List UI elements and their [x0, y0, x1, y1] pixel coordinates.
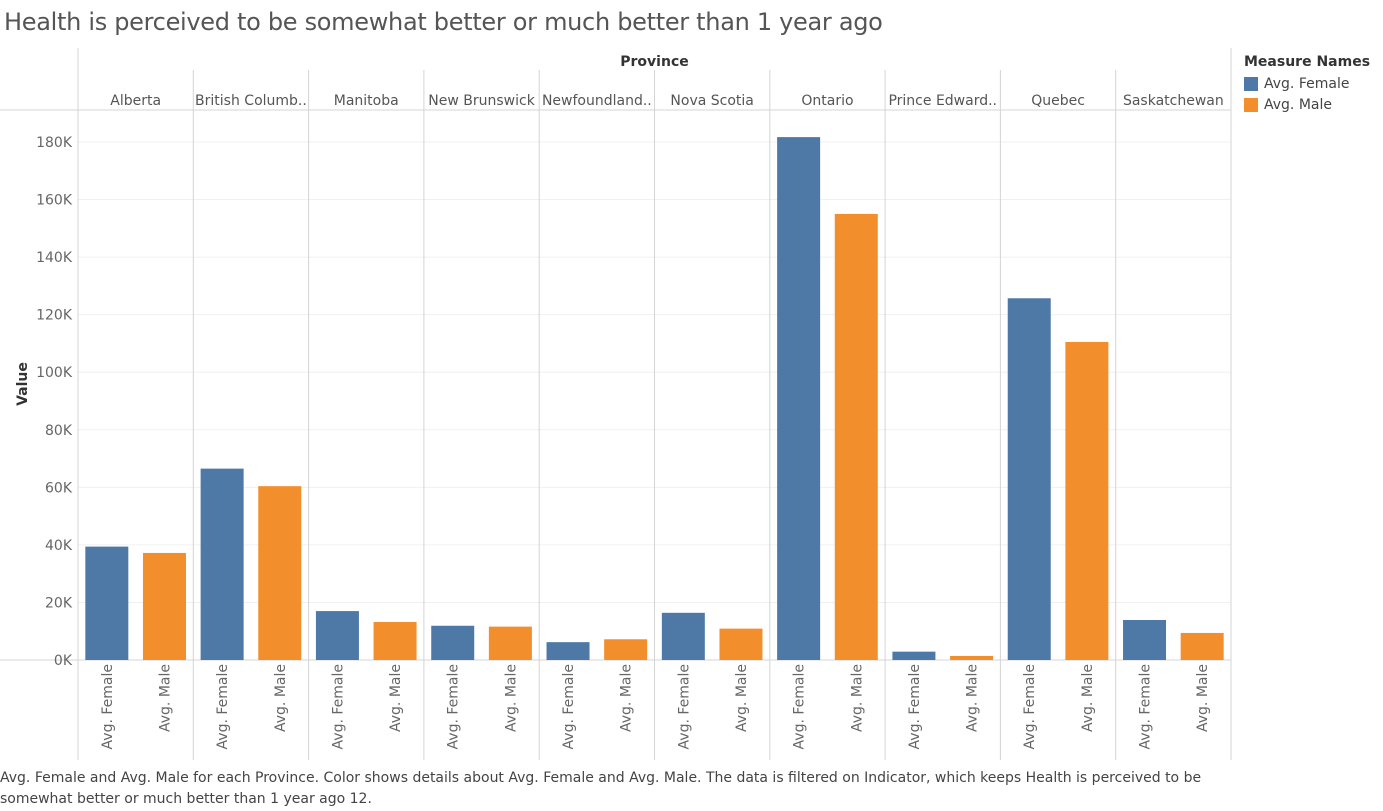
- bar-male[interactable]: [1180, 632, 1224, 660]
- bar-female[interactable]: [777, 137, 821, 660]
- page-title: Health is perceived to be somewhat bette…: [4, 8, 883, 36]
- bar-male[interactable]: [258, 486, 302, 660]
- x-measure-label: Avg. Female: [792, 664, 808, 749]
- column-header: Province: [620, 54, 688, 70]
- y-tick-label: 0K: [54, 653, 73, 669]
- province-label: Quebec: [1031, 93, 1085, 109]
- x-measure-label: Avg. Male: [965, 664, 981, 732]
- province-label: Ontario: [801, 93, 853, 109]
- legend-label-male: Avg. Male: [1264, 96, 1332, 113]
- bar-female[interactable]: [431, 625, 475, 660]
- bar-female[interactable]: [892, 651, 936, 660]
- x-measure-label: Avg. Male: [1080, 664, 1096, 732]
- x-measure-label: Avg. Female: [907, 664, 923, 749]
- y-axis-title: Value: [15, 362, 31, 406]
- x-measure-label: Avg. Male: [1195, 664, 1211, 732]
- x-measure-label: Avg. Female: [100, 664, 116, 749]
- x-measure-label: Avg. Male: [849, 664, 865, 732]
- x-measure-label: Avg. Female: [330, 664, 346, 749]
- x-measure-label: Avg. Male: [734, 664, 750, 732]
- y-tick-label: 180K: [36, 135, 73, 151]
- province-label: Prince Edward..: [888, 93, 997, 109]
- x-measure-label: Avg. Female: [561, 664, 577, 749]
- y-tick-label: 40K: [45, 538, 73, 554]
- province-label: Newfoundland..: [542, 93, 652, 109]
- x-measure-label: Avg. Female: [446, 664, 462, 749]
- x-measure-label: Avg. Male: [619, 664, 635, 732]
- y-tick-label: 80K: [45, 423, 73, 439]
- chart-caption: Avg. Female and Avg. Male for each Provi…: [0, 770, 1202, 807]
- x-measure-label: Avg. Female: [215, 664, 231, 749]
- bar-male[interactable]: [719, 628, 763, 660]
- y-tick-label: 140K: [36, 250, 73, 266]
- province-label: New Brunswick: [428, 93, 535, 109]
- y-tick-label: 20K: [45, 595, 73, 611]
- legend-item-female[interactable]: Avg. Female: [1244, 73, 1370, 94]
- bar-female[interactable]: [661, 612, 705, 660]
- y-tick-label: 120K: [36, 308, 73, 324]
- bar-male[interactable]: [950, 655, 994, 660]
- x-measure-label: Avg. Female: [676, 664, 692, 749]
- bar-male[interactable]: [834, 213, 878, 660]
- legend: Measure Names Avg. Female Avg. Male: [1244, 54, 1370, 115]
- bar-male[interactable]: [488, 626, 532, 660]
- y-tick-label: 160K: [36, 193, 73, 209]
- bar-female[interactable]: [546, 642, 590, 660]
- y-tick-label: 100K: [36, 365, 73, 381]
- bar-female[interactable]: [315, 611, 359, 660]
- x-measure-label: Avg. Male: [388, 664, 404, 732]
- bar-male[interactable]: [373, 622, 417, 660]
- x-measure-label: Avg. Male: [157, 664, 173, 732]
- legend-title: Measure Names: [1244, 54, 1371, 70]
- bar-female[interactable]: [1123, 619, 1167, 660]
- bar-female[interactable]: [85, 546, 129, 660]
- legend-swatch-female: [1244, 76, 1258, 91]
- province-label: Manitoba: [334, 93, 399, 109]
- legend-swatch-male: [1244, 97, 1258, 112]
- bar-male[interactable]: [604, 639, 648, 660]
- province-label: British Columb..: [195, 93, 307, 109]
- legend-item-male[interactable]: Avg. Male: [1244, 94, 1370, 115]
- x-measure-label: Avg. Male: [503, 664, 519, 732]
- bar-male[interactable]: [142, 552, 186, 660]
- province-label: Alberta: [110, 93, 161, 109]
- bar-male[interactable]: [1065, 342, 1109, 660]
- x-measure-label: Avg. Female: [1138, 664, 1154, 749]
- legend-label-female: Avg. Female: [1264, 75, 1350, 92]
- bar-female[interactable]: [1007, 298, 1051, 660]
- province-label: Saskatchewan: [1123, 93, 1224, 109]
- x-measure-label: Avg. Female: [1022, 664, 1038, 749]
- province-label: Nova Scotia: [670, 93, 753, 109]
- bar-female[interactable]: [200, 468, 244, 660]
- y-tick-label: 60K: [45, 480, 73, 496]
- x-measure-label: Avg. Male: [273, 664, 289, 732]
